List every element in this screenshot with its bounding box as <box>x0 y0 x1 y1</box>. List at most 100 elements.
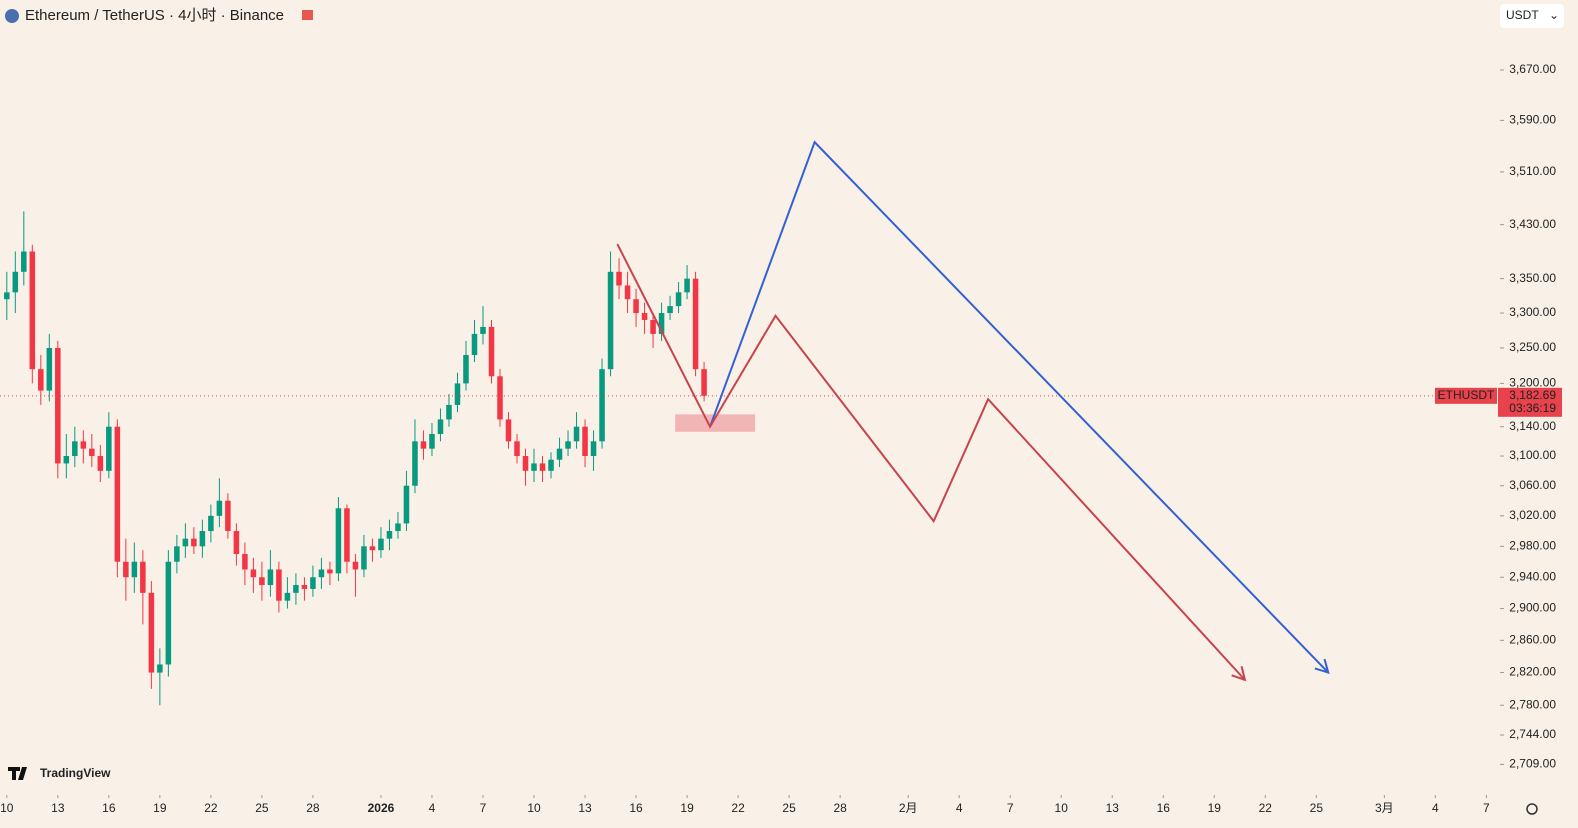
candle-body <box>327 569 333 574</box>
y-tick-label: 2,709.00 <box>1509 757 1556 771</box>
candle-body <box>148 592 155 673</box>
x-tick-label: 25 <box>1310 801 1324 815</box>
candle-body <box>531 463 537 471</box>
candle-body <box>284 592 291 601</box>
candle-body <box>106 426 112 471</box>
candle-body <box>556 448 563 460</box>
x-tick-label: 19 <box>680 801 694 815</box>
trend-path <box>709 140 1329 674</box>
candle-body <box>607 271 614 370</box>
x-tick-label: 2026 <box>368 801 395 815</box>
candle-body <box>21 251 27 272</box>
candle-body <box>548 459 554 471</box>
x-tick-label: 22 <box>204 801 218 815</box>
candle-body <box>46 347 53 391</box>
y-tick-label: 2,980.00 <box>1509 538 1556 552</box>
y-tick-label: 3,140.00 <box>1509 419 1556 433</box>
candle-body <box>165 561 172 665</box>
x-tick-label: 2月 <box>899 801 918 815</box>
x-tick-label: 16 <box>102 801 116 815</box>
candle-body <box>599 369 605 442</box>
settings-icon[interactable] <box>1526 803 1538 815</box>
candle-body <box>310 577 316 589</box>
x-tick-label: 13 <box>578 801 592 815</box>
candle-body <box>352 561 359 570</box>
candle-body <box>429 434 435 449</box>
y-tick-label: 2,820.00 <box>1509 665 1556 679</box>
candle-body <box>318 569 325 578</box>
candle-body <box>259 577 265 586</box>
candle-body <box>403 485 410 524</box>
candle-body <box>650 319 656 334</box>
candle-body <box>667 306 673 314</box>
x-tick-label: 4 <box>956 801 963 815</box>
candle-body <box>386 531 393 539</box>
y-tick-label: 3,060.00 <box>1509 478 1556 492</box>
x-tick-label: 16 <box>629 801 643 815</box>
candle-body <box>29 251 36 370</box>
candle-body <box>412 441 418 486</box>
countdown-label: 03:36:19 <box>1509 401 1556 415</box>
candle-body <box>12 271 19 293</box>
candle-body <box>55 347 61 464</box>
candle-body <box>471 333 478 355</box>
candle-body <box>344 508 350 562</box>
x-tick-label: 25 <box>782 801 796 815</box>
candle-body <box>437 419 444 435</box>
candle-body <box>505 419 512 442</box>
y-tick-label: 3,300.00 <box>1509 305 1556 319</box>
candle-body <box>233 531 240 555</box>
candle-body <box>692 278 699 370</box>
candle-body <box>293 585 299 593</box>
candle-body <box>369 546 376 551</box>
x-tick-label: 10 <box>1055 801 1069 815</box>
candle-body <box>335 508 342 574</box>
x-tick-label: 7 <box>480 801 487 815</box>
candle-body <box>4 292 10 300</box>
x-tick-label: 16 <box>1157 801 1171 815</box>
candle-body <box>250 569 257 578</box>
x-tick-label: 22 <box>1259 801 1273 815</box>
candle-body <box>182 538 189 547</box>
candle-body <box>565 441 571 449</box>
candle-body <box>454 383 461 405</box>
candle-body <box>63 456 70 464</box>
candle-body <box>701 369 707 396</box>
x-tick-label: 7 <box>1007 801 1014 815</box>
y-tick-label: 3,510.00 <box>1509 164 1556 178</box>
y-tick-label: 2,940.00 <box>1509 569 1556 583</box>
dropdown-icon[interactable]: ⌄ <box>1549 8 1559 22</box>
candle-body <box>446 404 452 420</box>
y-tick-label: 2,900.00 <box>1509 601 1556 615</box>
candle-body <box>131 561 138 578</box>
candle-body <box>590 441 597 457</box>
candle-body <box>301 585 308 589</box>
candle-body <box>420 441 427 449</box>
y-tick-label: 3,250.00 <box>1509 340 1556 354</box>
y-tick-label: 2,744.00 <box>1509 727 1556 741</box>
candle-body <box>633 299 639 314</box>
candle-body <box>174 546 180 562</box>
x-tick-label: 13 <box>1106 801 1120 815</box>
zone <box>675 414 756 432</box>
y-tick-label: 3,350.00 <box>1509 271 1556 285</box>
candle-body <box>267 569 274 586</box>
symbol-tag <box>1435 387 1497 404</box>
candle-body <box>624 285 631 300</box>
candle-body <box>89 448 95 457</box>
candle-body <box>641 313 648 320</box>
y-tick-label: 3,670.00 <box>1509 62 1556 76</box>
chart-title: Ethereum / TetherUS · 4小时 · Binance <box>25 7 284 24</box>
candle-body <box>242 554 248 570</box>
candle-body <box>582 426 588 457</box>
candle-body <box>658 313 665 334</box>
candle-body <box>114 426 121 562</box>
candle-body <box>395 523 401 532</box>
x-tick-label: 3月 <box>1375 801 1394 815</box>
candle-body <box>675 292 682 307</box>
currency-button[interactable] <box>1500 4 1564 28</box>
candle-body <box>573 426 580 442</box>
candle-body <box>276 569 282 601</box>
currency-label[interactable]: USDT <box>1506 8 1539 22</box>
